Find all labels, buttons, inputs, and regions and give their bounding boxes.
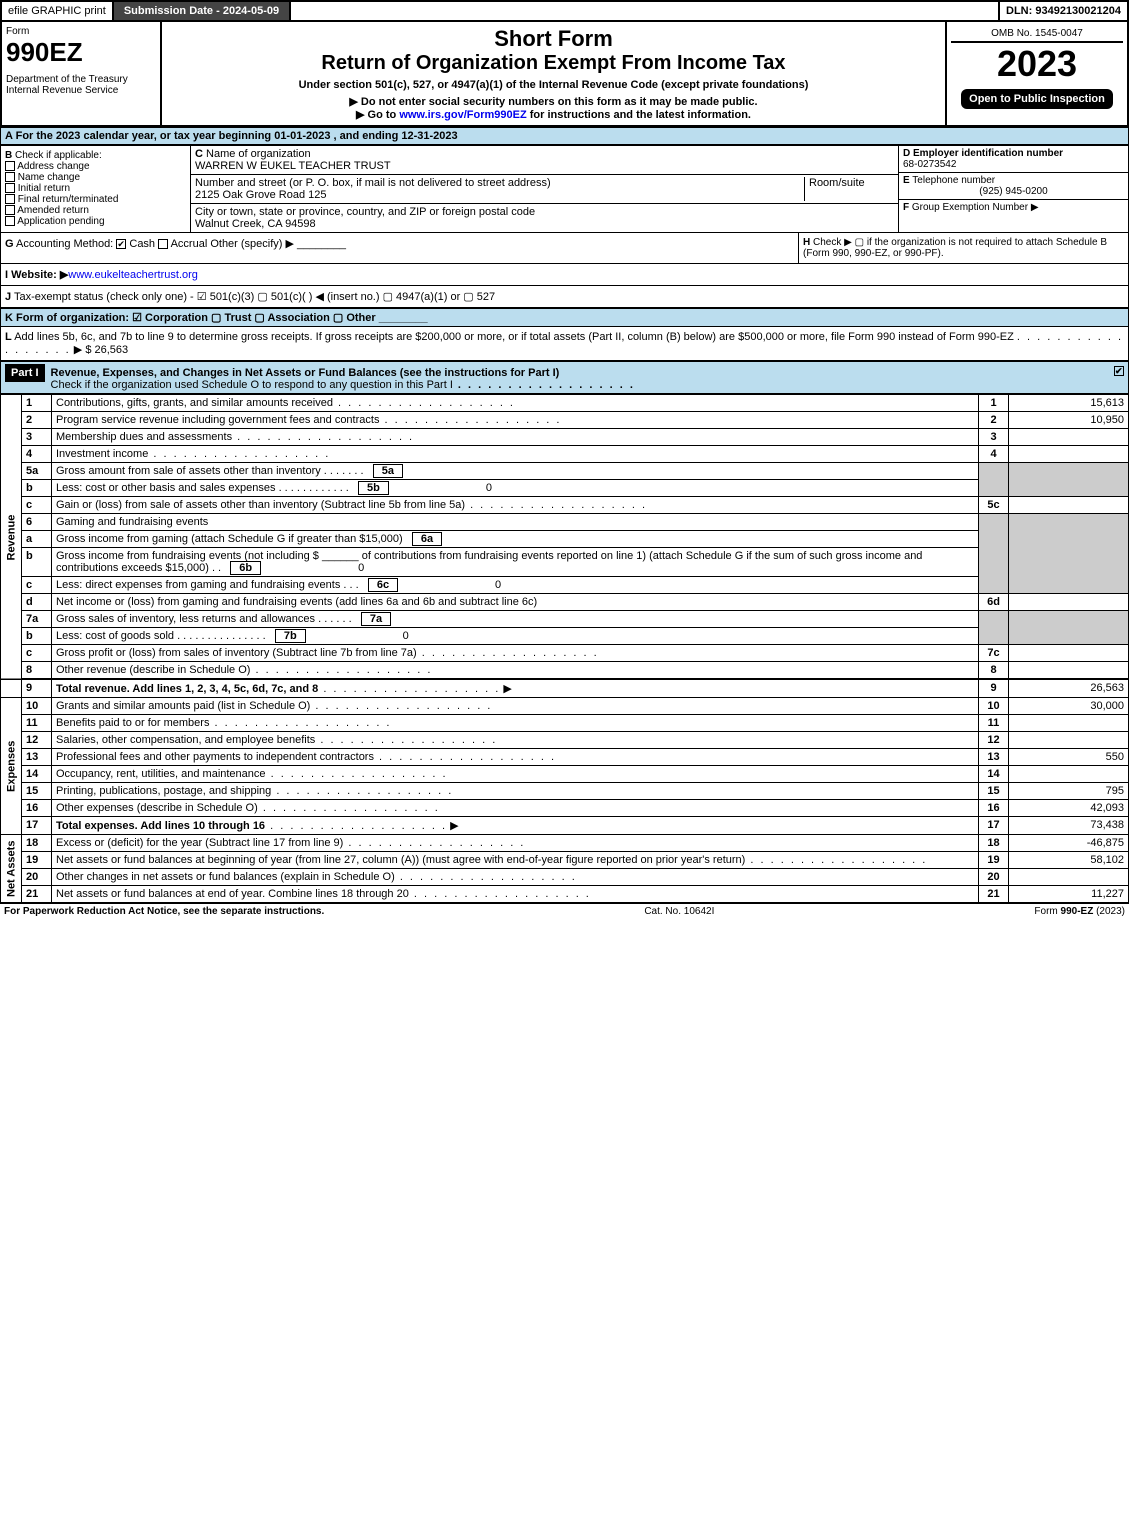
room-suite: Room/suite	[804, 177, 894, 201]
line-19-value: 58,102	[1009, 852, 1129, 869]
page-footer: For Paperwork Reduction Act Notice, see …	[0, 903, 1129, 919]
line-l: L Add lines 5b, 6c, and 7b to line 9 to …	[0, 327, 1129, 361]
org-name-label: Name of organization	[206, 148, 311, 160]
street-label: Number and street (or P. O. box, if mail…	[195, 177, 551, 189]
ein: 68-0273542	[903, 159, 956, 170]
subtitle: Return of Organization Exempt From Incom…	[166, 52, 941, 75]
revenue-expense-table: Revenue 1Contributions, gifts, grants, a…	[0, 394, 1129, 903]
line-13-value: 550	[1009, 749, 1129, 766]
total-revenue: 26,563	[1009, 679, 1129, 698]
entity-info: B Check if applicable: Address change Na…	[0, 145, 1129, 233]
part-1-title: Revenue, Expenses, and Changes in Net As…	[51, 367, 560, 379]
title-short-form: Short Form	[166, 26, 941, 52]
catalog-number: Cat. No. 10642I	[644, 906, 714, 917]
omb-number: OMB No. 1545-0047	[951, 26, 1123, 43]
opt-name-change[interactable]: Name change	[18, 172, 80, 183]
accounting-method: Accounting Method:	[16, 238, 113, 250]
line-18-value: -46,875	[1009, 835, 1129, 852]
efile-print[interactable]: efile GRAPHIC print	[2, 2, 114, 20]
form-label: Form	[6, 26, 156, 37]
irs-label: Internal Revenue Service	[6, 85, 156, 96]
dln: DLN: 93492130021204	[998, 2, 1127, 20]
street: 2125 Oak Grove Road 125	[195, 189, 326, 201]
opt-address-change[interactable]: Address change	[17, 161, 89, 172]
line-10-value: 30,000	[1009, 698, 1129, 715]
tax-exempt-status: Tax-exempt status (check only one) - ☑ 5…	[14, 291, 495, 303]
schedule-b-check: Check ▶ ▢ if the organization is not req…	[803, 237, 1107, 259]
ssn-warning: Do not enter social security numbers on …	[361, 96, 758, 108]
opt-pending[interactable]: Application pending	[17, 216, 104, 227]
line-21-value: 11,227	[1009, 886, 1129, 903]
opt-final-return[interactable]: Final return/terminated	[18, 194, 119, 205]
line-16-value: 42,093	[1009, 800, 1129, 817]
line-1-value: 15,613	[1009, 395, 1129, 412]
check-applicable: Check if applicable:	[15, 150, 102, 161]
open-public: Open to Public Inspection	[961, 89, 1113, 109]
top-bar: efile GRAPHIC print Submission Date - 20…	[0, 0, 1129, 22]
form-number: 990EZ	[6, 37, 156, 68]
opt-initial-return[interactable]: Initial return	[18, 183, 70, 194]
expenses-section-label: Expenses	[1, 698, 22, 835]
city: Walnut Creek, CA 94598	[195, 218, 316, 230]
line-2-value: 10,950	[1009, 412, 1129, 429]
website-label: Website: ▶	[11, 269, 68, 281]
under-section: Under section 501(c), 527, or 4947(a)(1)…	[166, 79, 941, 91]
form-of-org: Form of organization: ☑ Corporation ▢ Tr…	[16, 312, 376, 324]
org-name: WARREN W EUKEL TEACHER TRUST	[195, 160, 391, 172]
city-label: City or town, state or province, country…	[195, 206, 535, 218]
submission-date: Submission Date - 2024-05-09	[114, 2, 291, 20]
paperwork-notice: For Paperwork Reduction Act Notice, see …	[4, 906, 324, 917]
gross-receipts: $ 26,563	[85, 344, 128, 356]
ein-label: Employer identification number	[913, 148, 1063, 159]
website-link[interactable]: www.eukelteachertrust.org	[68, 269, 198, 281]
phone: (925) 945-0200	[903, 186, 1124, 197]
form-header: Form 990EZ Department of the Treasury In…	[0, 22, 1129, 127]
schedule-o-check[interactable]	[1114, 366, 1124, 376]
dept-treasury: Department of the Treasury	[6, 74, 156, 85]
netassets-section-label: Net Assets	[1, 835, 22, 903]
form-ref: Form 990-EZ (2023)	[1034, 906, 1125, 917]
goto-link[interactable]: Go to www.irs.gov/Form990EZ for instruct…	[368, 109, 751, 121]
group-exemption: Group Exemption Number	[912, 202, 1028, 213]
revenue-section-label: Revenue	[1, 395, 22, 680]
line-a: A For the 2023 calendar year, or tax yea…	[0, 127, 1129, 145]
phone-label: Telephone number	[912, 175, 995, 186]
tax-year: 2023	[951, 43, 1123, 85]
total-expenses: 73,438	[1009, 817, 1129, 835]
part-1-header: Part I Revenue, Expenses, and Changes in…	[0, 361, 1129, 394]
part-1-sub: Check if the organization used Schedule …	[51, 379, 453, 391]
opt-amended[interactable]: Amended return	[17, 205, 89, 216]
line-15-value: 795	[1009, 783, 1129, 800]
